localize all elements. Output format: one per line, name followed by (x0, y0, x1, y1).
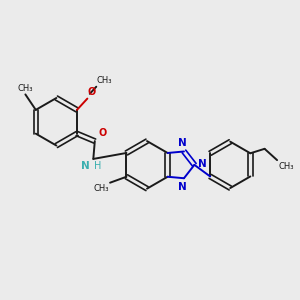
Text: N: N (198, 159, 207, 169)
Text: H: H (94, 161, 101, 171)
Text: CH₃: CH₃ (278, 162, 294, 171)
Text: N: N (178, 182, 187, 192)
Text: CH₃: CH₃ (97, 76, 112, 85)
Text: O: O (88, 87, 96, 98)
Text: N: N (81, 161, 90, 171)
Text: N: N (178, 138, 187, 148)
Text: CH₃: CH₃ (18, 84, 33, 93)
Text: CH₃: CH₃ (93, 184, 109, 194)
Text: O: O (98, 128, 106, 137)
